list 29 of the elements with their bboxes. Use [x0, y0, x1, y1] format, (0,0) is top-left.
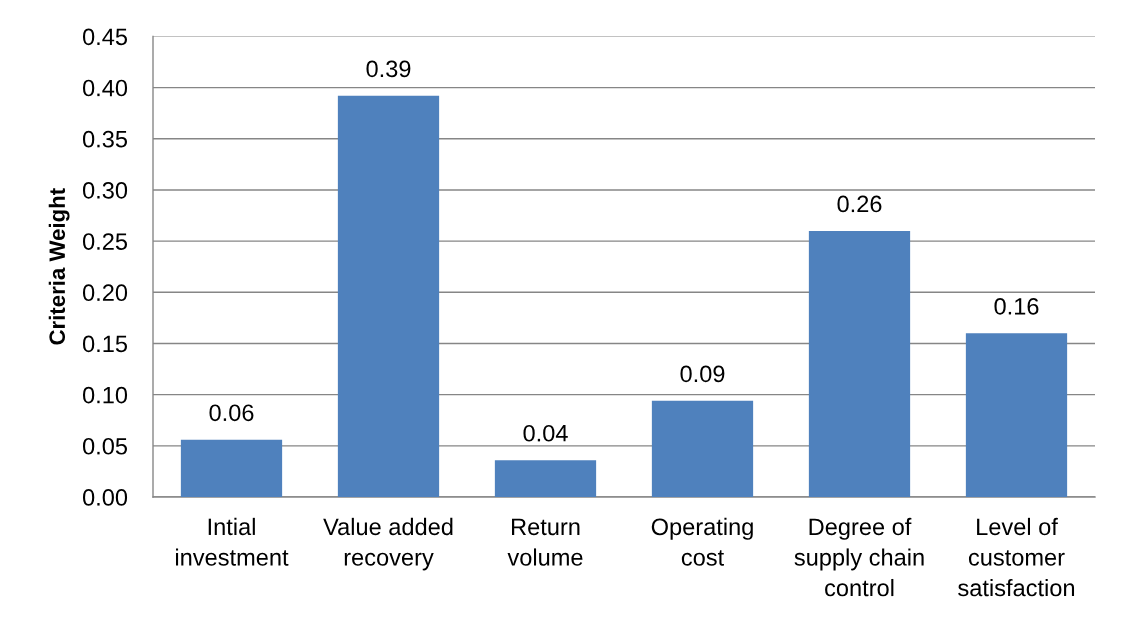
y-tick-label: 0.05 — [82, 437, 128, 455]
bar — [651, 400, 754, 497]
x-tick-label: Intial investment — [176, 517, 289, 566]
data-label: 0.09 — [680, 365, 725, 383]
y-tick-label: 0.30 — [82, 182, 128, 199]
y-tick-label: 0.15 — [82, 335, 128, 353]
x-tick-label: Level of customer satisfaction — [958, 517, 1075, 597]
bar — [965, 333, 1068, 497]
data-label: 0.06 — [209, 404, 254, 422]
y-tick-label: 0.20 — [82, 284, 128, 302]
y-tick-label: 0.25 — [82, 233, 128, 250]
bar — [808, 230, 911, 497]
x-tick-label: Degree of supply chain control — [794, 517, 924, 597]
y-tick-label: 0.10 — [82, 386, 128, 404]
bar — [337, 95, 440, 497]
y-tick-label: 0.35 — [82, 130, 128, 148]
x-tick-label: Value added recovery — [323, 517, 453, 571]
x-tick-label: Operating cost — [651, 517, 753, 566]
y-axis-title: Criteria Weight — [48, 188, 70, 345]
data-label: 0.26 — [837, 195, 882, 213]
y-tick-label: 0.45 — [82, 28, 128, 46]
bar — [494, 460, 597, 497]
y-tick-label: 0.40 — [82, 79, 128, 97]
y-tick-label: 0.00 — [82, 489, 128, 506]
data-label: 0.16 — [994, 297, 1039, 315]
data-label: 0.39 — [366, 60, 411, 78]
bar — [180, 439, 283, 497]
data-label: 0.04 — [523, 424, 568, 442]
x-tick-label: Return volume — [507, 518, 583, 566]
